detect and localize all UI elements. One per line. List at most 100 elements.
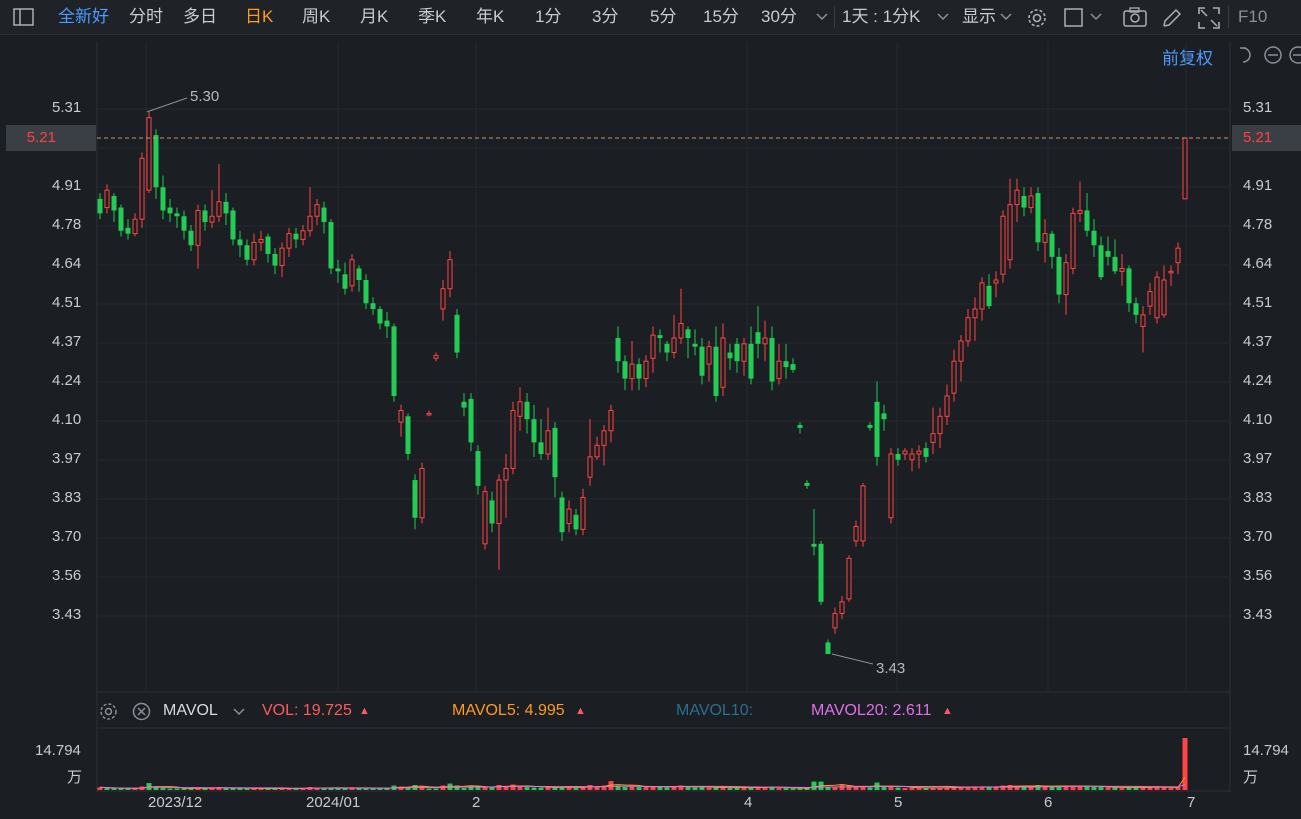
- candle-body: [748, 343, 754, 379]
- tab-multi-day[interactable]: 多日: [183, 7, 217, 26]
- candle-body: [167, 207, 173, 214]
- tab-15min[interactable]: 15分: [703, 7, 739, 26]
- candle-body: [174, 213, 180, 217]
- candle-body: [1007, 204, 1013, 261]
- pencil-icon[interactable]: [1161, 7, 1183, 29]
- volume-bar: [328, 787, 334, 790]
- volume-bar: [580, 787, 586, 790]
- candle-body: [475, 451, 481, 486]
- tab-quarterly-k[interactable]: 季K: [418, 7, 447, 26]
- tab-intraday[interactable]: 分时: [129, 7, 163, 26]
- chevron-down-icon[interactable]: [233, 707, 245, 717]
- display-menu[interactable]: 显示: [962, 7, 996, 26]
- volume-bar: [615, 785, 621, 790]
- price-adjust-select[interactable]: 前复权: [1162, 49, 1213, 68]
- gear-icon[interactable]: [98, 701, 119, 722]
- volume-unit-right: 万: [1243, 769, 1259, 786]
- price-tick: 5.31: [1243, 99, 1273, 116]
- chevron-down-icon[interactable]: [937, 12, 949, 22]
- tab-5min[interactable]: 5分: [650, 7, 677, 26]
- candle-body: [1084, 210, 1090, 231]
- candle-body: [216, 201, 222, 217]
- volume-bar: [713, 787, 719, 790]
- volume-bar: [202, 788, 208, 790]
- gear-icon[interactable]: [1026, 7, 1048, 29]
- volume-bar: [538, 787, 544, 790]
- volume-bar: [461, 788, 467, 790]
- candle-body: [468, 398, 474, 443]
- volume-bar: [1098, 787, 1104, 790]
- tab-1min[interactable]: 1分: [535, 7, 562, 26]
- current-price-tag-left: 5.21: [6, 125, 96, 151]
- candle-body: [797, 424, 803, 428]
- candle-body: [1070, 212, 1076, 269]
- indicator-select[interactable]: MAVOL: [163, 702, 218, 719]
- candle-body: [440, 288, 446, 310]
- volume-bar: [531, 787, 537, 790]
- close-icon[interactable]: [131, 701, 152, 722]
- sidebar-toggle-icon[interactable]: [13, 8, 35, 26]
- f10-button[interactable]: F10: [1238, 7, 1268, 26]
- chevron-down-icon[interactable]: [1090, 12, 1102, 22]
- candle-body: [237, 239, 243, 246]
- candle-body: [139, 157, 145, 220]
- camera-icon[interactable]: [1123, 7, 1147, 27]
- volume-max-left: 14.794: [35, 742, 81, 759]
- volume-bar: [559, 786, 565, 790]
- tab-weekly-k[interactable]: 周K: [302, 7, 331, 26]
- chevron-down-icon[interactable]: [816, 12, 828, 22]
- candle-body: [762, 337, 768, 345]
- volume-bar: [433, 788, 439, 790]
- candle-body: [930, 433, 936, 443]
- price-tick: 3.70: [52, 528, 82, 545]
- candle-body: [1028, 195, 1034, 209]
- stock-name-tab[interactable]: 全新好: [58, 7, 109, 26]
- candle-body: [720, 337, 726, 388]
- volume-bar: [1091, 787, 1097, 790]
- candle-body: [818, 543, 824, 602]
- current-price-right: 5.21: [1243, 129, 1273, 146]
- volume-unit-left: 万: [67, 769, 83, 786]
- zoom-out-icon[interactable]: [1263, 45, 1283, 65]
- tab-yearly-k[interactable]: 年K: [476, 7, 505, 26]
- volume-bar: [1042, 786, 1048, 790]
- mavol10-value: MAVOL10:: [676, 702, 754, 719]
- square-toggle-icon[interactable]: [1064, 8, 1084, 28]
- candle-body: [741, 343, 747, 362]
- reset-icon[interactable]: [1237, 45, 1257, 65]
- candle-body: [678, 323, 684, 339]
- volume-bar: [1154, 787, 1160, 790]
- period-select[interactable]: 1天 : 1分K: [842, 7, 921, 26]
- volume-bar: [1028, 786, 1034, 790]
- candle-body: [97, 198, 103, 214]
- volume-bar: [986, 787, 992, 790]
- volume-bar: [1105, 787, 1111, 790]
- candle-body: [433, 354, 439, 359]
- candle-body: [902, 450, 908, 455]
- mavol20-line: [99, 784, 1186, 789]
- volume-bar: [755, 786, 761, 790]
- tab-monthly-k[interactable]: 月K: [360, 7, 389, 26]
- candle-body: [839, 601, 845, 614]
- zoom-in-icon[interactable]: [1288, 45, 1301, 65]
- tab-daily-k[interactable]: 日K: [245, 7, 274, 26]
- tab-3min[interactable]: 3分: [592, 7, 619, 26]
- candle-body: [545, 430, 551, 455]
- chevron-down-icon[interactable]: [1000, 12, 1012, 22]
- volume-bar: [237, 788, 243, 790]
- volume-bar: [188, 788, 194, 790]
- candle-body: [391, 326, 397, 396]
- fullscreen-icon[interactable]: [1198, 7, 1220, 29]
- candle-body: [979, 282, 985, 310]
- tab-30min[interactable]: 30分: [761, 7, 797, 26]
- price-tick: 3.43: [1243, 606, 1273, 623]
- candle-body: [1056, 256, 1062, 295]
- candle-body: [580, 496, 586, 530]
- price-tick: 4.78: [52, 216, 82, 233]
- candle-body: [846, 557, 852, 600]
- candle-body: [944, 395, 950, 417]
- candle-body: [244, 245, 250, 260]
- candle-body: [111, 195, 117, 211]
- volume-bar: [811, 781, 817, 790]
